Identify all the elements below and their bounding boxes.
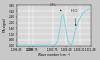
Text: H₂O: H₂O — [71, 9, 78, 26]
Text: CH₄: CH₄ — [49, 3, 62, 11]
X-axis label: Wave number (cm⁻¹): Wave number (cm⁻¹) — [38, 52, 70, 57]
Y-axis label: PA signal: PA signal — [4, 19, 8, 32]
